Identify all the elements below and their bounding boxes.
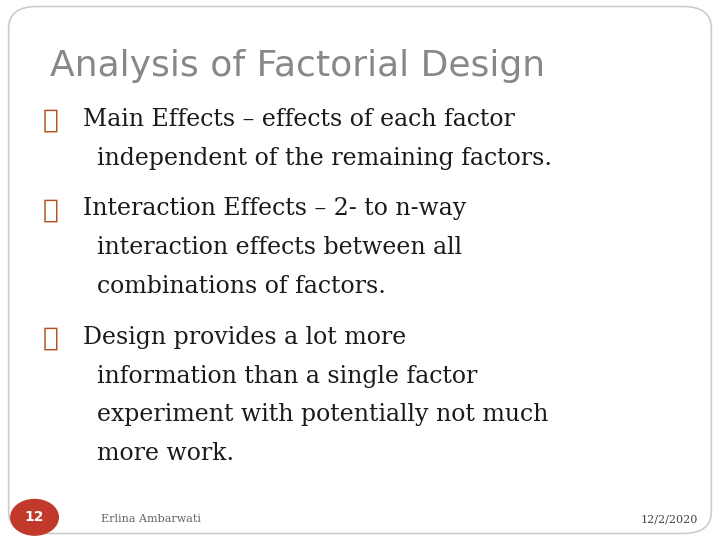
Text: 12/2/2020: 12/2/2020 <box>641 515 698 524</box>
FancyBboxPatch shape <box>9 6 711 534</box>
Text: experiment with potentially not much: experiment with potentially not much <box>97 403 549 427</box>
Text: ∾: ∾ <box>43 198 59 222</box>
Text: information than a single factor: information than a single factor <box>97 364 477 388</box>
Text: combinations of factors.: combinations of factors. <box>97 275 386 298</box>
Circle shape <box>11 500 58 535</box>
Text: Design provides a lot more: Design provides a lot more <box>83 326 406 349</box>
Text: Main Effects – effects of each factor: Main Effects – effects of each factor <box>83 108 515 131</box>
Text: more work.: more work. <box>97 442 234 465</box>
Text: 12: 12 <box>24 510 45 524</box>
Text: Analysis of Factorial Design: Analysis of Factorial Design <box>50 49 546 83</box>
Text: ∾: ∾ <box>43 326 59 350</box>
Text: Interaction Effects – 2- to n-way: Interaction Effects – 2- to n-way <box>83 198 466 220</box>
Text: independent of the remaining factors.: independent of the remaining factors. <box>97 147 552 170</box>
Text: ∾: ∾ <box>43 108 59 133</box>
Text: interaction effects between all: interaction effects between all <box>97 237 462 259</box>
Text: Erlina Ambarwati: Erlina Ambarwati <box>101 515 201 524</box>
